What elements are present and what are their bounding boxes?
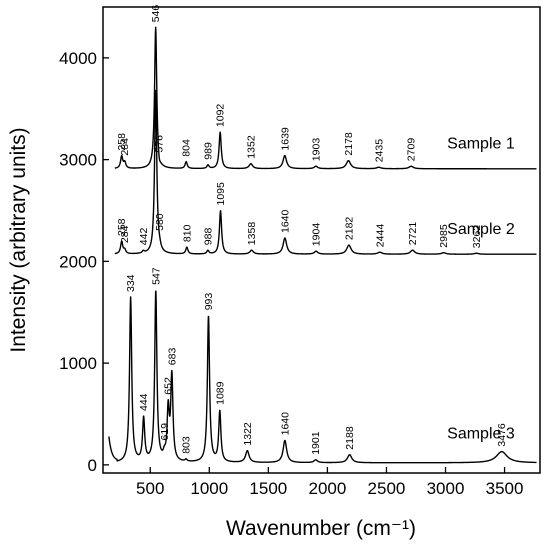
series-label: Sample 1: [447, 135, 515, 152]
y-tick-label: 4000: [59, 49, 97, 68]
peak-label: 1640: [279, 412, 291, 436]
y-tick-label: 0: [88, 456, 97, 475]
x-axis-title: Wavenumber (cm⁻¹): [226, 517, 416, 540]
peak-label: 1901: [310, 431, 322, 455]
peak-label: 2709: [406, 138, 418, 162]
x-tick-label: 1000: [190, 479, 228, 498]
series-labels: Sample 1 Sample 2 Sample 3: [447, 135, 515, 442]
x-tick-label: 1500: [249, 479, 287, 498]
peak-label: 989: [203, 142, 215, 160]
peak-label: 1352: [245, 135, 257, 159]
peak-label: 803: [181, 436, 193, 454]
x-tick-label: 3000: [427, 479, 465, 498]
spectrum-line: [108, 290, 537, 464]
x-tick-label: 500: [136, 479, 164, 498]
peak-label: 1903: [310, 138, 322, 162]
peak-label: 1639: [279, 127, 291, 151]
plot-frame: [102, 6, 541, 474]
peak-label: 1095: [215, 182, 227, 206]
y-tick-label: 1000: [59, 354, 97, 373]
peak-label: 444: [138, 393, 150, 411]
peak-label: 1904: [311, 223, 323, 247]
spectrum-line: [114, 89, 537, 255]
y-axis-title: Intensity (arbitrary units): [7, 127, 30, 352]
peak-label: 442: [138, 228, 150, 246]
peak-label: 652: [163, 377, 175, 395]
peak-label: 810: [181, 224, 193, 242]
x-tick-label: 2000: [308, 479, 346, 498]
y-axis: 0 1000 2000 3000 4000: [59, 49, 109, 475]
peak-label: 258: [116, 218, 128, 236]
peak-label: 258: [116, 133, 128, 151]
y-tick-label: 3000: [59, 151, 97, 170]
peak-label: 2721: [407, 222, 419, 246]
peak-label: 3262: [471, 225, 483, 249]
peak-label: 580: [154, 213, 166, 231]
peak-label: 284: [119, 138, 131, 156]
spectra-lines: [108, 26, 537, 464]
peak-label: 1322: [242, 422, 254, 446]
peak-label: 576: [154, 135, 166, 153]
peak-label: 546: [150, 5, 162, 23]
peak-label: 2188: [344, 426, 356, 450]
peak-label: 284: [119, 225, 131, 243]
series-label: Sample 3: [447, 425, 515, 442]
peak-label: 988: [202, 228, 214, 246]
peak-label: 1092: [215, 104, 227, 128]
spectrum-line: [114, 26, 537, 170]
peak-label: 804: [181, 139, 193, 157]
series-label: Sample 2: [447, 221, 515, 238]
peak-label: 547: [150, 267, 162, 285]
peak-label: 993: [203, 293, 215, 311]
peak-label: 683: [166, 348, 178, 366]
peak-label: 1358: [246, 222, 258, 246]
peak-label: 2985: [438, 224, 450, 248]
peak-label: 2444: [374, 224, 386, 248]
peak-label: 1640: [279, 209, 291, 233]
y-tick-label: 2000: [59, 252, 97, 271]
peak-label: 334: [125, 274, 137, 292]
peak-label: 3476: [496, 423, 508, 447]
peak-label: 2178: [343, 132, 355, 156]
x-axis: 500 1000 1500 2000 2500 3000 3500: [136, 467, 523, 498]
x-tick-label: 3500: [486, 479, 524, 498]
peak-label: 619: [159, 423, 171, 441]
peak-label: 2435: [373, 139, 385, 163]
x-tick-label: 2500: [368, 479, 406, 498]
peak-label: 2182: [343, 217, 355, 241]
peak-label: 1089: [214, 381, 226, 405]
